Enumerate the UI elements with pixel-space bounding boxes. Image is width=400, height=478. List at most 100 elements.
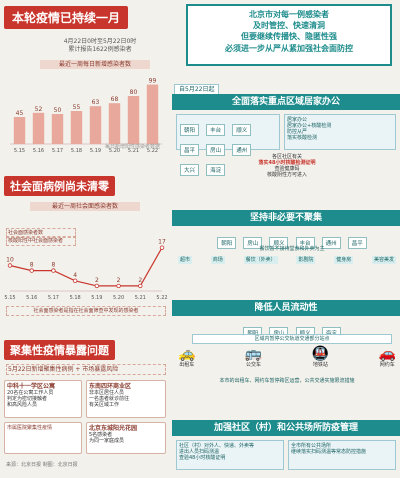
chart-2-tick-label: 5.22: [156, 295, 167, 301]
cluster-box-1-line-3: 和高风险人员: [7, 402, 38, 409]
blk1-center-1: 落实48小时核酸检测证明: [258, 160, 316, 166]
chart-1-title: 最近一周每日新增感染者数: [40, 60, 150, 70]
chart-1-bar: [89, 106, 102, 144]
blk3-item-0: 出租车: [179, 362, 195, 368]
chart-2-value-label: 8: [52, 262, 56, 269]
chart-1-value-label: 99: [149, 78, 157, 85]
blk3-item-2: 地铁站: [312, 362, 328, 368]
block-4-title: 加强社区（村）和公共场所防疫管理: [172, 420, 400, 436]
blk2-icon-0: 超市: [178, 256, 193, 264]
right-column: 北京市对每一例感染者 及时管控、快速清洞 但要继续传播快、隐匿性强 必须进一步从…: [172, 0, 400, 478]
blk2-tag-4: 通州: [321, 237, 341, 249]
chart-2-note-2: 核酸阳性中社会面感染者: [6, 236, 76, 246]
footer-source: 来源：北京日报 制图：北京日报: [6, 462, 78, 468]
chart-2-bottom-note: 社会面感染者是指在社会面筛查中发现的感染者: [6, 306, 166, 316]
blk3-item-1: 公交车: [246, 362, 262, 368]
chart-2-tick-label: 5.19: [91, 295, 102, 301]
cluster-box-4-text: 市属医院聚集性疫情: [7, 425, 53, 431]
cluster-box-3-title: 北京东城阳光花园: [89, 425, 138, 432]
section-1-title: 本轮疫情已持续一月: [4, 6, 129, 29]
chart-1-tick-label: 5.22: [147, 148, 158, 154]
cluster-box-1-title: 中科十一学区公寓: [7, 383, 56, 390]
chart-1-value-label: 80: [130, 89, 138, 96]
social-cases-chart: 10 5.15 8 5.16 8 5.17 4 5.18 2 5.19 2 5.20 2 5.21 17 5.…: [4, 239, 167, 301]
headline-line-2: 及时管控、快速清洞: [253, 21, 325, 31]
blk1-tag-1: 丰台: [206, 124, 226, 136]
blk2-icon-1: 商场: [210, 256, 225, 264]
chart-1-bar: [127, 96, 140, 144]
chart-1-value-label: 63: [92, 99, 100, 106]
blk3-item-taxi: 🚕 出租车: [178, 346, 195, 368]
chart-1-bar: [146, 84, 159, 144]
block-3-items: 🚕 出租车 🚌 公交车 🚇 地铁站 🚗 网约车: [178, 346, 396, 368]
cluster-box-3-line-2: 为同一家庭成员: [89, 438, 125, 445]
chart-1-note: 每日新增阳性感染者数据: [104, 144, 160, 150]
blk1-item-0: 居家办公: [287, 117, 308, 123]
chart-1-value-label: 50: [54, 107, 62, 114]
blk4-item-3: 查验48小时核酸证明: [179, 455, 226, 461]
chart-2-value-label: 2: [117, 277, 121, 284]
chart-2-point: [29, 268, 34, 273]
chart-1-bar: [108, 103, 121, 144]
blk2-tag-1: 房山: [243, 237, 263, 249]
chart-2-tick-label: 5.21: [135, 295, 146, 301]
blk1-item-1: 居家办公+核酸检测: [287, 123, 332, 129]
blk1-center-2: 查验健康码: [274, 166, 300, 172]
chart-1-bar: [70, 111, 83, 144]
blk2-icon-2: 餐饮（外卖）: [243, 256, 278, 264]
chart-1-value-label: 68: [111, 96, 119, 103]
chart-2-value-label: 2: [95, 277, 99, 284]
blk2-tag-3: 丰台: [295, 237, 315, 249]
chart-2-point: [159, 245, 165, 250]
cluster-box-2-line-1: 非本区居住人员: [89, 390, 125, 397]
chart-2-note-1: 社会面感染者数: [6, 228, 76, 238]
block-1-district-tags: 朝阳 丰台 顺义 昌平 房山 通州 大兴 海淀: [176, 114, 280, 176]
chart-2-tick-label: 5.18: [70, 295, 81, 301]
blk1-center-0: 各区社区有关: [271, 154, 302, 160]
chart-2-value-label: 4: [73, 272, 77, 279]
blk1-item-3: 落实核酸检测: [287, 135, 318, 141]
chart-1-tick-label: 5.19: [90, 148, 101, 154]
cluster-box-2-title: 东南四环商业区: [89, 383, 132, 390]
block-2-icons: 超市 商场 餐饮（外卖） 影剧院 健身房 美容美发: [178, 256, 396, 264]
blk4-item-2: 进出人员扫码测温: [179, 449, 220, 455]
chart-2-point: [72, 278, 78, 283]
blk2-tag-5: 昌平: [347, 237, 367, 249]
cluster-box-1-line-1: 20名在公寓工作人员: [7, 390, 54, 397]
left-column: 本轮疫情已持续一月 4月22日0时至5月22日0时 累计报告1622例感染者 最…: [0, 0, 170, 478]
section-3-title: 聚集性疫情暴露问题: [4, 340, 115, 360]
chart-2-value-label: 2: [138, 277, 142, 284]
chart-1-tick-label: 5.18: [71, 148, 82, 154]
daily-new-cases-chart: 45 5.15 52 5.16 50 5.17 55 5.18 63 5.19 68 5.20 80 5.…: [10, 78, 162, 154]
block-2-tags: 朝阳 房山 顺义 丰台 通州 昌平: [192, 230, 392, 250]
blk1-tag-2: 顺义: [232, 124, 252, 136]
cluster-box-2-line-3: 有关区域工作: [89, 402, 120, 409]
headline-line-1: 北京市对每一例感染者: [249, 10, 329, 19]
metro-icon: 🚇: [311, 346, 330, 362]
chart-2-tick-label: 5.15: [4, 295, 15, 301]
cluster-box-3: 北京东城阳光花园 5名感染者 为同一家庭成员: [86, 422, 166, 454]
blk3-item-3: 网约车: [379, 362, 395, 368]
taxi-icon: 🚕: [178, 346, 196, 362]
blk1-center-3: 核酸阴性方可进入: [266, 172, 307, 178]
block-1-title: 全面落实重点区域居家办公: [172, 94, 400, 110]
chart-2-tick-label: 5.20: [113, 295, 124, 301]
chart-1-bar: [13, 117, 26, 144]
chart-1-tick-label: 5.16: [33, 148, 44, 154]
cluster-box-3-line-1: 5名感染者: [89, 432, 113, 439]
bus-icon: 🚌: [244, 346, 263, 362]
chart-1-value-label: 55: [73, 104, 81, 111]
block-4-right: 全市所有公共场所 继续落实扫码测温等常态防控措施: [288, 440, 396, 470]
chart-1-bar: [51, 114, 64, 144]
blk1-tag-3: 昌平: [180, 144, 200, 156]
blk3-item-bus: 🚌 公交车: [245, 346, 262, 368]
blk2-icon-3: 影剧院: [296, 256, 316, 264]
chart-2-tick-label: 5.16: [26, 295, 37, 301]
chart-2-point: [116, 283, 121, 289]
blk1-tag-7: 海淀: [206, 164, 226, 176]
blk2-tag-2: 顺义: [269, 237, 289, 249]
cluster-box-2: 东南四环商业区 非本区居住人员 一名患者就诊前往 有关区域工作: [86, 380, 166, 418]
blk1-tag-4: 房山: [206, 144, 226, 156]
chart-2-point: [94, 283, 100, 289]
chart-2-value-label: 10: [6, 257, 14, 264]
